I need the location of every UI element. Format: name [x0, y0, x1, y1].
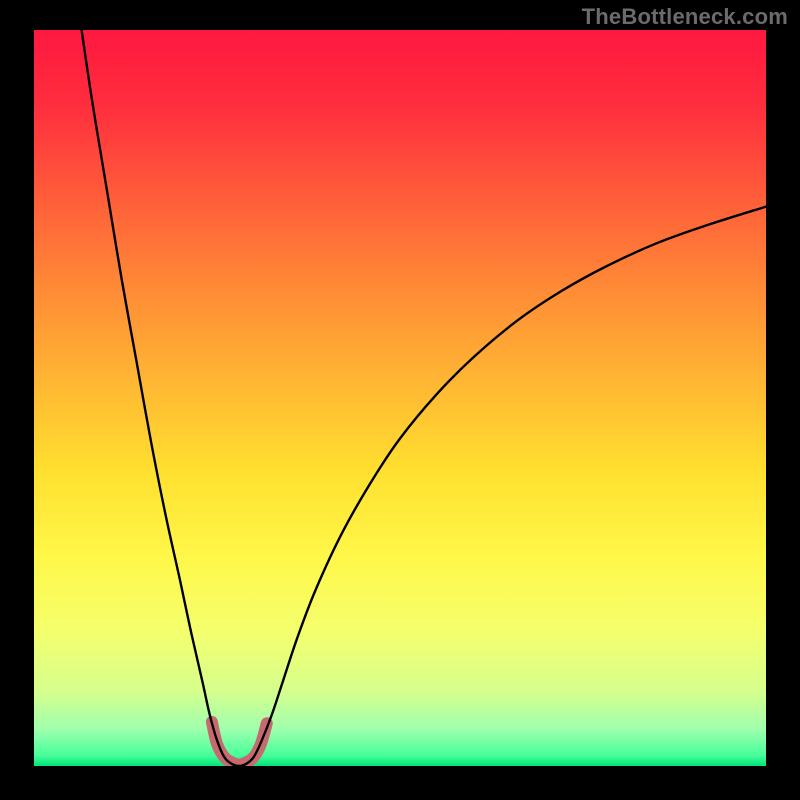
chart-svg	[0, 0, 800, 800]
chart-stage: TheBottleneck.com	[0, 0, 800, 800]
